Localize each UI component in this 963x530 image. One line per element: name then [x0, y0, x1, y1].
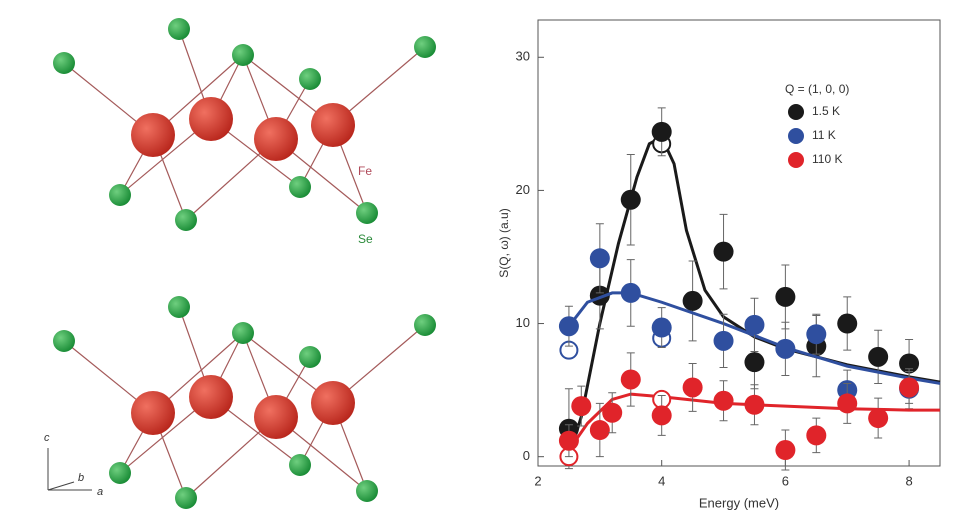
- axis-a-label: a: [97, 486, 103, 498]
- x-tick-label: 8: [905, 473, 912, 488]
- data-point: [837, 313, 858, 334]
- data-point: [558, 316, 579, 337]
- y-tick-label: 30: [516, 49, 530, 64]
- legend-marker: [788, 152, 804, 168]
- legend-title: Q = (1, 0, 0): [785, 82, 849, 96]
- fe-label: Fe: [358, 164, 372, 178]
- data-point: [589, 248, 610, 269]
- y-tick-label: 10: [516, 315, 530, 330]
- data-point: [744, 314, 765, 335]
- data-point: [868, 346, 889, 367]
- data-point: [713, 390, 734, 411]
- data-point: [713, 241, 734, 262]
- data-point: [620, 189, 641, 210]
- axes-glyph: [47, 448, 92, 491]
- data-point: [651, 317, 672, 338]
- fit-line: [567, 291, 941, 385]
- data-point: [589, 420, 610, 441]
- x-tick-label: 2: [534, 473, 541, 488]
- data-point: [620, 282, 641, 303]
- y-tick-label: 20: [516, 182, 530, 197]
- data-point: [806, 324, 827, 345]
- data-point: [602, 402, 623, 423]
- data-point: [806, 425, 827, 446]
- data-point: [775, 286, 796, 307]
- data-point: [868, 408, 889, 429]
- data-point: [744, 352, 765, 373]
- axis-c-label: c: [44, 432, 50, 444]
- data-point: [651, 405, 672, 426]
- data-point: [899, 377, 920, 398]
- se-label: Se: [358, 232, 373, 246]
- data-point: [620, 369, 641, 390]
- axis-b-label: b: [78, 472, 84, 484]
- data-point: [899, 353, 920, 374]
- plot-frame: [537, 19, 941, 467]
- legend-label: 11 K: [812, 128, 836, 142]
- data-point: [837, 393, 858, 414]
- legend-label: 1.5 K: [812, 104, 840, 118]
- data-point: [682, 290, 703, 311]
- data-point: [744, 394, 765, 415]
- y-axis-label: S(Q, ω) (a.u): [497, 208, 511, 277]
- crystal-layer-top: [52, 17, 437, 232]
- data-point: [571, 396, 592, 417]
- data-point: [775, 338, 796, 359]
- x-tick-label: 6: [782, 473, 789, 488]
- data-point: [558, 430, 579, 451]
- data-point: [713, 330, 734, 351]
- legend-marker: [788, 128, 804, 144]
- y-tick-label: 0: [523, 448, 530, 463]
- x-axis-label: Energy (meV): [699, 495, 779, 510]
- legend-label: 110 K: [812, 152, 842, 166]
- data-point: [651, 121, 672, 142]
- x-tick-label: 4: [658, 473, 665, 488]
- data-point: [682, 377, 703, 398]
- data-point: [775, 440, 796, 461]
- legend-marker: [788, 104, 804, 120]
- crystal-layer-bottom: [52, 295, 437, 510]
